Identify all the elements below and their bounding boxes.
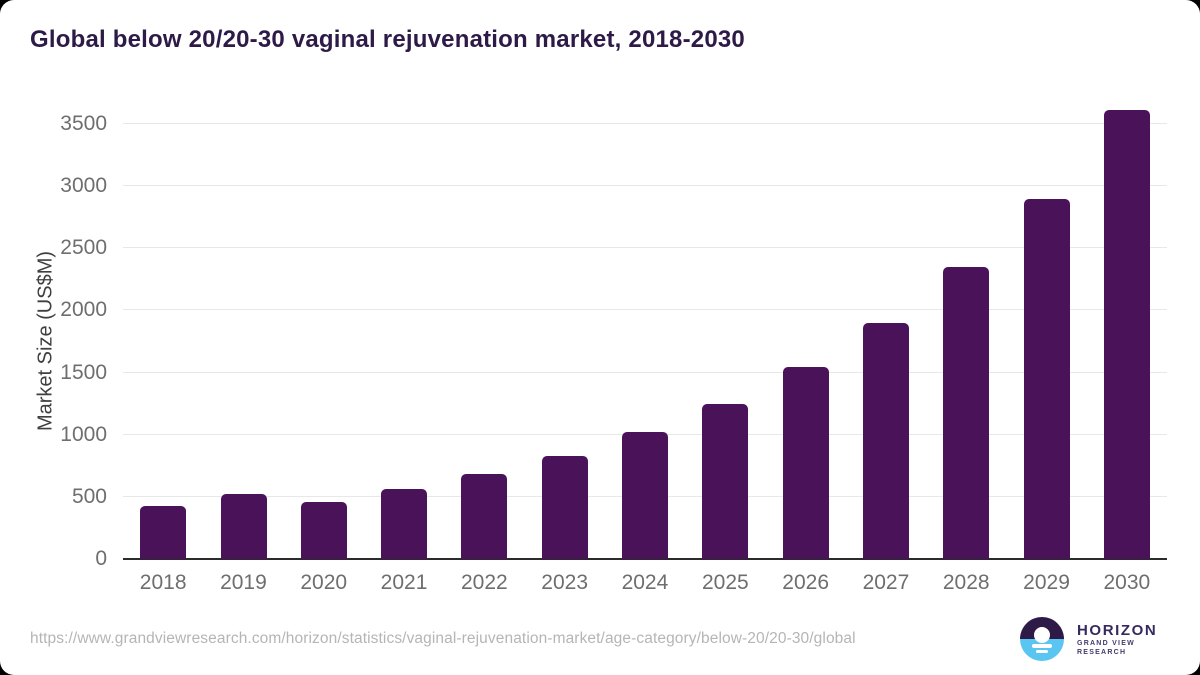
bar-2025[interactable] bbox=[702, 403, 749, 559]
gridline-3000 bbox=[123, 185, 1167, 187]
x-tick-label-2024: 2024 bbox=[621, 571, 669, 594]
x-tick-label-2018: 2018 bbox=[139, 571, 187, 594]
bar-2029[interactable] bbox=[1023, 198, 1070, 559]
logo-subtitle: GRAND VIEW RESEARCH bbox=[1077, 639, 1135, 656]
bar-2028[interactable] bbox=[943, 266, 990, 559]
y-tick-label-2000: 2000 bbox=[60, 298, 107, 322]
bar-2019[interactable] bbox=[220, 493, 267, 559]
y-tick-label-500: 500 bbox=[71, 484, 107, 508]
x-tick-label-2020: 2020 bbox=[300, 571, 348, 594]
y-axis-title: Market Size (US$M) bbox=[34, 250, 57, 432]
gridline-2500 bbox=[123, 247, 1167, 249]
reflection-dash-icon bbox=[1036, 650, 1048, 653]
bar-2020[interactable] bbox=[300, 502, 347, 559]
y-tick-label-3500: 3500 bbox=[60, 112, 107, 135]
y-tick-label-1500: 1500 bbox=[60, 360, 107, 384]
gridline-3500 bbox=[123, 123, 1167, 124]
x-tick-label-2019: 2019 bbox=[220, 571, 267, 594]
x-tick-label-2022: 2022 bbox=[460, 571, 508, 594]
horizon-logo: HORIZON GRAND VIEW RESEARCH bbox=[1020, 616, 1170, 662]
x-tick-label-2029: 2029 bbox=[1023, 571, 1070, 594]
y-tick-label-0: 0 bbox=[95, 547, 107, 570]
bar-2026[interactable] bbox=[782, 367, 829, 559]
bar-2021[interactable] bbox=[381, 489, 428, 559]
gridline-2000 bbox=[123, 309, 1167, 311]
y-tick-label-2500: 2500 bbox=[60, 236, 107, 260]
reflection-dash-icon bbox=[1032, 644, 1052, 648]
plot-area bbox=[123, 110, 1167, 560]
chart-title: Global below 20/20-30 vaginal rejuvenati… bbox=[30, 26, 745, 53]
bar-2030[interactable] bbox=[1103, 110, 1150, 559]
logo-brand: HORIZON bbox=[1077, 621, 1158, 639]
y-tick-label-1000: 1000 bbox=[60, 422, 107, 446]
x-axis-line bbox=[123, 558, 1167, 560]
logo-words: HORIZON GRAND VIEW RESEARCH bbox=[1077, 622, 1170, 657]
horizon-logo-icon bbox=[1020, 617, 1064, 661]
x-tick-label-2023: 2023 bbox=[541, 571, 588, 594]
y-tick-label-3000: 3000 bbox=[60, 174, 107, 198]
x-tick-label-2028: 2028 bbox=[942, 571, 990, 594]
x-tick-label-2021: 2021 bbox=[380, 571, 428, 594]
bar-2024[interactable] bbox=[622, 431, 668, 559]
gridline-1500 bbox=[123, 371, 1167, 373]
bar-2018[interactable] bbox=[140, 505, 187, 559]
bar-2027[interactable] bbox=[862, 322, 909, 559]
x-tick-label-2027: 2027 bbox=[862, 571, 910, 594]
bar-2023[interactable] bbox=[541, 455, 588, 559]
x-tick-label-2025: 2025 bbox=[701, 571, 749, 594]
bar-2022[interactable] bbox=[461, 473, 508, 559]
source-url: https://www.grandviewresearch.com/horizo… bbox=[30, 630, 856, 647]
sun-icon bbox=[1034, 627, 1050, 643]
x-tick-label-2030: 2030 bbox=[1103, 571, 1151, 594]
x-tick-label-2026: 2026 bbox=[782, 571, 829, 594]
